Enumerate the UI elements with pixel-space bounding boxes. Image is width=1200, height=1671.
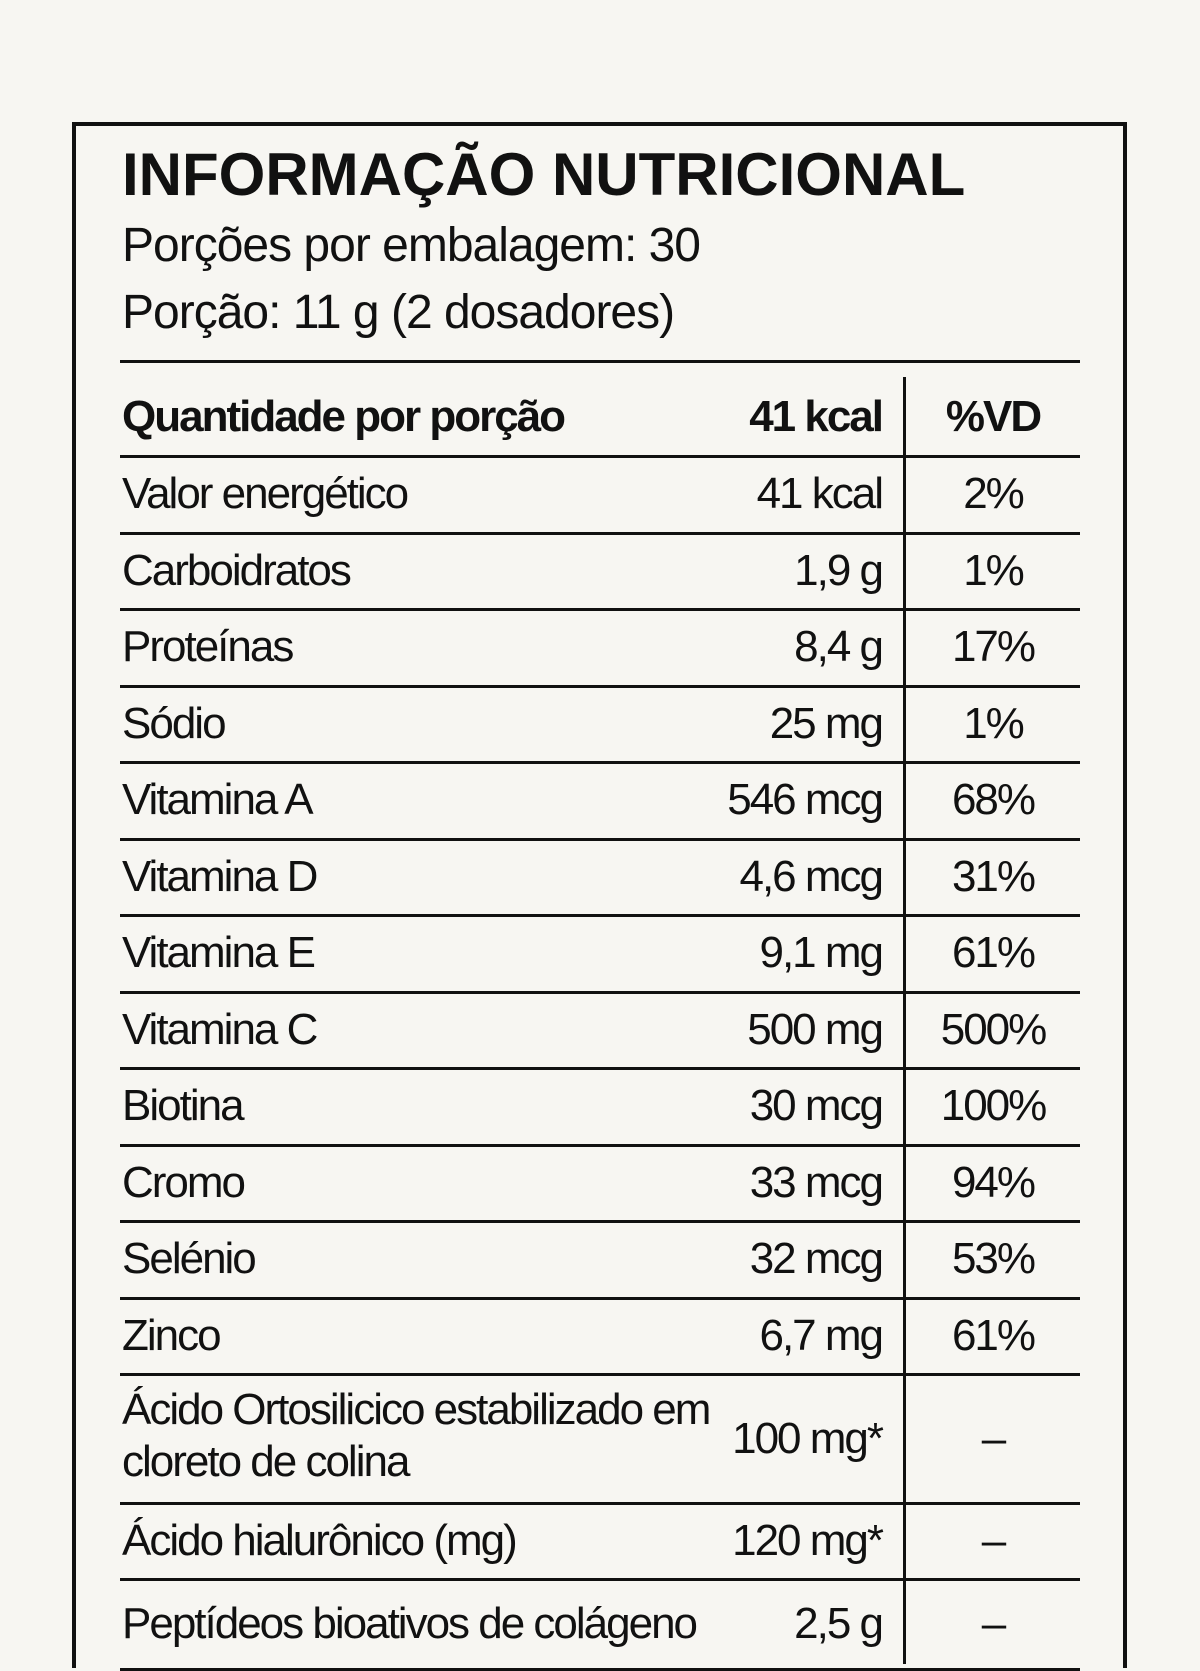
daily-value: %VD [945,391,1042,441]
nutrient-name: Quantidade por porção [122,391,566,441]
divider [120,360,1080,363]
daily-value: 2% [963,469,1025,519]
row-line [120,761,1080,764]
row-line [120,1067,1080,1070]
nutrient-name: Sódio [122,698,227,748]
amount: 120 mg* [732,1516,884,1565]
amount: 25 mg [769,698,884,748]
amount: 500 mg [747,1004,884,1054]
amount: 41 kcal [756,469,884,519]
daily-value: 94% [951,1157,1036,1207]
daily-value: 68% [951,775,1036,825]
daily-value: 31% [951,851,1036,901]
daily-value: – [981,1413,1006,1463]
daily-value: 1% [963,545,1025,595]
amount: 100 mg* [732,1413,884,1463]
daily-value: 100% [940,1081,1048,1131]
row-line [120,531,1080,535]
row-line [120,1373,1080,1376]
nutrient-name: Ácido Ortosilicico estabilizado em clore… [122,1385,711,1486]
row-line [120,1296,1080,1300]
column-divider [903,377,906,1664]
daily-value: 500% [940,1004,1048,1054]
amount: 6,7 mg [759,1310,884,1360]
amount: 2,5 g [794,1599,884,1648]
amount: 8,4 g [794,622,884,672]
nutrient-name: Valor energético [122,469,409,519]
row-line [120,1220,1080,1223]
nutrient-name: Vitamina E [122,928,316,978]
nutrient-name: Peptídeos bioativos de colágeno [122,1599,698,1648]
nutrient-name: Carboidratos [122,545,352,595]
row-line [120,914,1080,917]
row-line [120,608,1080,611]
daily-value: 61% [951,1310,1036,1360]
daily-value: 53% [951,1234,1036,1284]
row-line [120,1502,1080,1505]
nutrient-name: Vitamina A [122,775,314,825]
amount: 41 kcal [749,391,884,441]
amount: 32 mcg [749,1234,884,1284]
amount: 33 mcg [749,1157,884,1207]
daily-value: 17% [951,622,1036,672]
nutrient-name: Cromo [122,1157,246,1207]
amount: 30 mcg [749,1081,884,1131]
row-line [120,455,1080,458]
row-line [120,1143,1080,1147]
nutrient-name: Proteínas [122,622,294,672]
nutrient-name: Ácido hialurônico (mg) [122,1516,518,1565]
daily-value: 61% [951,928,1036,978]
row-line [120,990,1080,994]
nutrient-name: Vitamina C [122,1004,318,1054]
servings: Porções por embalagem: 30 [122,219,701,272]
daily-value: 1% [963,698,1025,748]
amount: 9,1 mg [759,928,884,978]
amount: 1,9 g [794,545,884,595]
daily-value: – [981,1599,1006,1648]
amount: 4,6 mcg [739,851,884,901]
nutrient-name: Vitamina D [122,851,318,901]
portion: Porção: 11 g (2 dosadores) [122,286,675,339]
nutrient-name: Selénio [122,1234,257,1284]
nutrient-name: Biotina [122,1081,245,1131]
label-border [72,122,1127,1668]
title: INFORMAÇÃO NUTRICIONAL [122,141,966,208]
row-line [120,837,1080,841]
row-line [120,1578,1080,1581]
nutrient-name: Zinco [122,1310,222,1360]
daily-value: – [981,1516,1006,1565]
amount: 546 mcg [727,775,884,825]
row-line [120,684,1080,688]
